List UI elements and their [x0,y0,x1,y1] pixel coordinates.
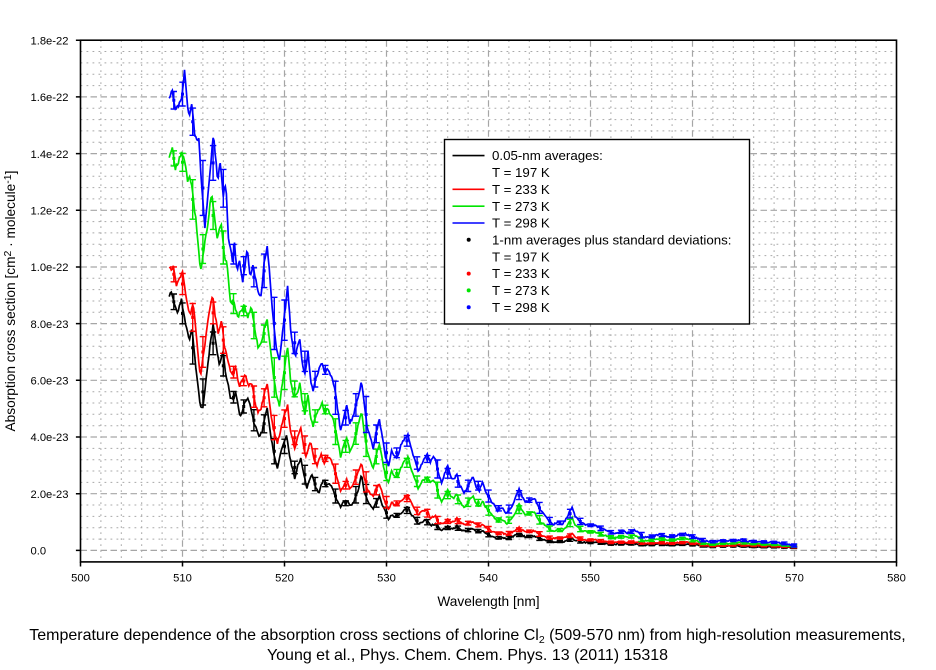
svg-text:1.8e-22: 1.8e-22 [31,35,69,47]
svg-text:T = 233 K: T = 233 K [492,182,550,197]
svg-text:500: 500 [71,573,90,585]
svg-text:550: 550 [581,573,600,585]
svg-text:T = 298 K: T = 298 K [492,300,550,315]
svg-text:580: 580 [887,573,906,585]
svg-text:0.0: 0.0 [31,546,47,558]
svg-text:1.0e-22: 1.0e-22 [31,262,69,274]
svg-text:560: 560 [683,573,702,585]
svg-text:530: 530 [377,573,396,585]
svg-text:0.05-nm averages:: 0.05-nm averages: [492,148,603,163]
svg-text:T = 298 K: T = 298 K [492,216,550,231]
svg-text:1.6e-22: 1.6e-22 [31,92,69,104]
svg-text:1.4e-22: 1.4e-22 [31,149,69,161]
svg-text:T = 273 K: T = 273 K [492,283,550,298]
svg-text:1-nm averages plus standard de: 1-nm averages plus standard deviations: [492,232,731,247]
svg-text:T = 273 K: T = 273 K [492,199,550,214]
svg-text:T = 233 K: T = 233 K [492,266,550,281]
svg-text:6.0e-23: 6.0e-23 [31,376,69,388]
svg-text:Temperature dependence of the: Temperature dependence of the absorption… [29,627,906,646]
svg-text:1.2e-22: 1.2e-22 [31,206,69,218]
svg-text:Young et al., Phys. Chem. Chem: Young et al., Phys. Chem. Chem. Phys. 13… [267,647,668,664]
svg-text:2.0e-23: 2.0e-23 [31,489,69,501]
svg-text:540: 540 [479,573,498,585]
svg-text:Wavelength [nm]: Wavelength [nm] [437,594,539,609]
svg-text:520: 520 [275,573,294,585]
svg-text:8.0e-23: 8.0e-23 [31,319,69,331]
svg-text:Absorption cross section [cm2: Absorption cross section [cm2 · molecule… [2,171,18,432]
svg-text:T = 197 K: T = 197 K [492,165,550,180]
svg-text:T = 197 K: T = 197 K [492,249,550,264]
svg-text:4.0e-23: 4.0e-23 [31,432,69,444]
svg-text:570: 570 [785,573,804,585]
svg-text:510: 510 [173,573,192,585]
